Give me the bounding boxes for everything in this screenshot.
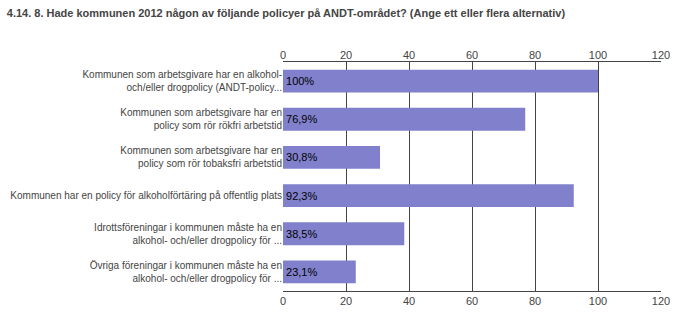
- svg-text:40: 40: [403, 49, 415, 61]
- svg-text:Kommunen som arbetsgivare har: Kommunen som arbetsgivare har enpolicy s…: [120, 145, 282, 169]
- svg-text:Idrottsföreningar i kommunen m: Idrottsföreningar i kommunen måste ha en…: [94, 222, 282, 246]
- svg-text:Kommunen som arbetsgivare har: Kommunen som arbetsgivare har enpolicy s…: [120, 107, 282, 131]
- svg-text:60: 60: [466, 49, 478, 61]
- svg-text:38,5%: 38,5%: [286, 228, 317, 240]
- svg-text:23,1%: 23,1%: [286, 266, 317, 278]
- svg-text:Kommunen som arbetsgivare har: Kommunen som arbetsgivare har en alkohol…: [82, 69, 282, 93]
- svg-text:Kommunen har en policy för alk: Kommunen har en policy för alkoholförtär…: [10, 190, 282, 201]
- svg-text:0: 0: [280, 295, 286, 307]
- svg-text:60: 60: [466, 295, 478, 307]
- svg-text:100: 100: [589, 295, 607, 307]
- svg-text:100: 100: [589, 49, 607, 61]
- svg-text:120: 120: [652, 49, 670, 61]
- svg-text:80: 80: [529, 295, 541, 307]
- svg-text:92,3%: 92,3%: [286, 190, 317, 202]
- svg-text:100%: 100%: [286, 75, 314, 87]
- svg-text:20: 20: [340, 49, 352, 61]
- svg-text:40: 40: [403, 295, 415, 307]
- svg-text:4.14. 8. Hade kommunen 2012 nå: 4.14. 8. Hade kommunen 2012 någon av föl…: [7, 7, 566, 19]
- svg-text:20: 20: [340, 295, 352, 307]
- svg-text:30,8%: 30,8%: [286, 151, 317, 163]
- svg-text:Övriga föreningar i kommunen m: Övriga föreningar i kommunen måste ha en…: [90, 260, 282, 284]
- svg-text:76,9%: 76,9%: [286, 113, 317, 125]
- svg-text:80: 80: [529, 49, 541, 61]
- svg-text:120: 120: [652, 295, 670, 307]
- svg-text:0: 0: [280, 49, 286, 61]
